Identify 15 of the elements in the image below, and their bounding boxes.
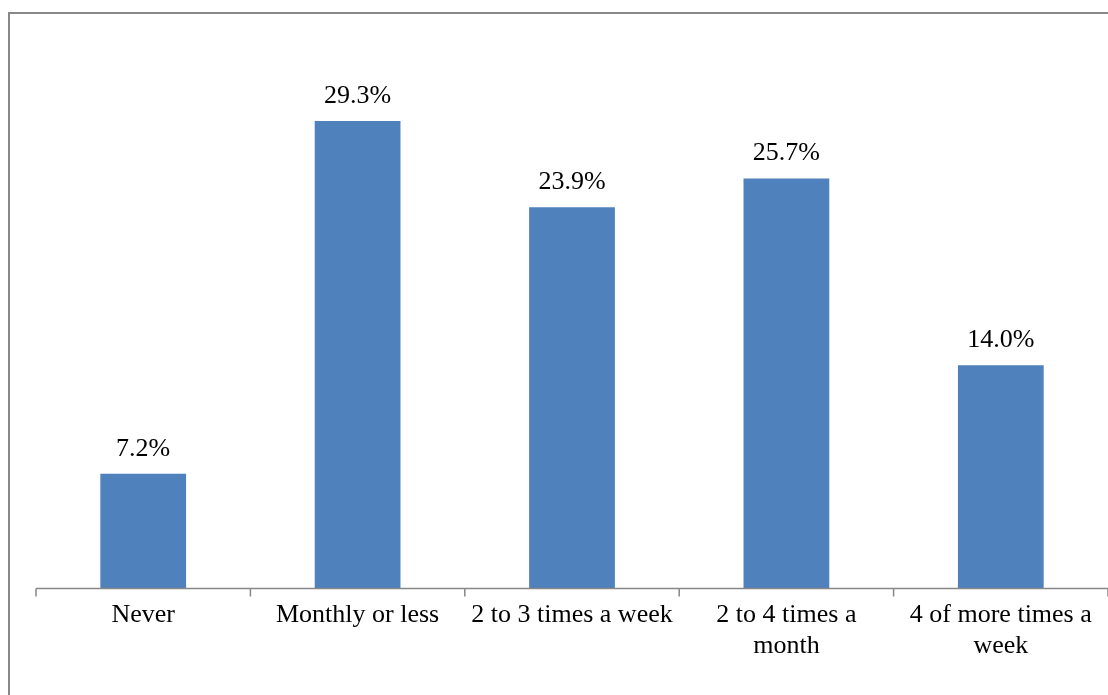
- bar: [743, 178, 830, 589]
- x-tick-label: 2 to 3 times a week: [471, 599, 673, 629]
- bar: [529, 207, 615, 589]
- bar: [957, 365, 1044, 589]
- x-tick-label: 4 of more times a week: [909, 599, 1093, 660]
- bar: [100, 473, 187, 589]
- data-label: 29.3%: [324, 79, 392, 109]
- x-tick-label: Monthly or less: [275, 599, 440, 629]
- x-tick-label: 2 to 4 times a month: [716, 599, 857, 660]
- bar: [314, 120, 401, 589]
- x-tick-label: Never: [111, 599, 176, 629]
- data-label: 14.0%: [967, 323, 1035, 353]
- data-label: 25.7%: [752, 137, 820, 167]
- data-label: 23.9%: [538, 165, 606, 195]
- data-label: 7.2%: [116, 432, 171, 462]
